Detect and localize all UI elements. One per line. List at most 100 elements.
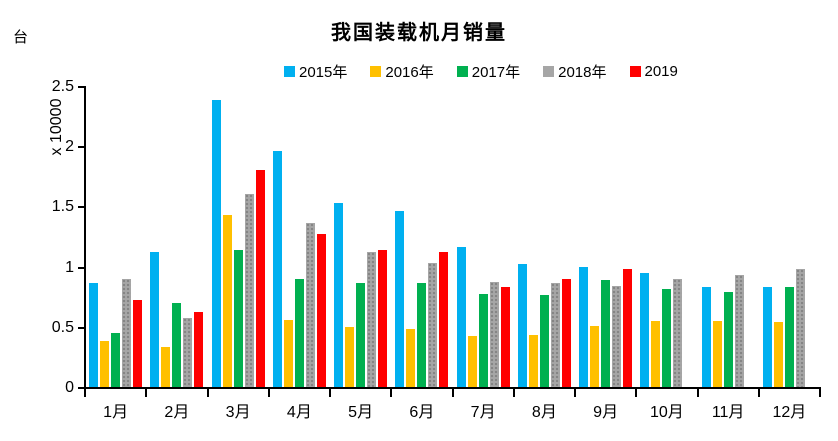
bar-2019-8月 [561,278,571,387]
bar-2015年-9月 [579,266,589,387]
x-tick [512,389,515,397]
bar-2019-2月 [194,312,204,387]
x-tick [329,389,331,397]
bar-2017年-6月 [417,283,427,387]
bar-2016年-7月 [467,336,477,387]
bar-2015年-1月 [89,283,99,387]
bar-2015年-4月 [272,151,282,387]
legend-label: 2017年 [471,64,521,81]
bar-2015年-11月 [701,287,711,387]
bar-2019-1月 [133,300,143,387]
x-tick [819,389,821,397]
y-tick-label: 2 [65,138,74,156]
bar-2019-5月 [378,249,388,387]
legend-item-2018年: 2018年 [543,61,607,82]
bar-2018年-10月 [673,278,683,387]
bar-2018年-11月 [734,275,744,387]
x-tick [451,389,454,397]
legend-label: 2018年 [558,64,607,81]
chart-title: 我国装载机月销量 [331,20,507,44]
bar-2015年-3月 [211,100,221,387]
bar-2017年-5月 [356,283,366,387]
legend-label: 2019 [644,63,678,80]
y-tick-label: 1 [65,258,74,276]
y-tick [78,326,84,329]
bar-2016年-9月 [590,325,600,387]
x-tick [206,389,209,397]
x-category-label: 3月 [225,404,251,421]
bar-2017年-10月 [662,289,672,387]
x-category-label: 9月 [593,404,619,421]
x-category-label: 5月 [348,404,374,421]
bar-2018年-5月 [367,252,377,387]
bar-2015年-8月 [517,264,527,387]
legend-item-2016年: 2016年 [370,61,434,82]
x-category-label: 7月 [470,404,496,421]
x-category-label: 8月 [531,404,557,421]
legend-marker-2019 [629,66,641,77]
bar-2017年-3月 [233,249,243,387]
bar-2017年-9月 [601,279,611,387]
y-axis-unit-label: 台 [13,29,29,46]
y-axis-line [84,86,86,389]
bar-2016年-10月 [651,320,661,387]
x-category-label: 4月 [286,404,312,421]
y-tick [78,266,84,269]
y-tick-label: 1.5 [51,198,74,216]
bar-2017年-8月 [539,295,549,387]
bar-2015年-5月 [334,202,344,387]
bar-2016年-1月 [100,341,110,387]
x-category-label: 12月 [772,404,807,421]
bar-2017年-11月 [723,291,733,387]
y-tick [78,387,84,389]
bar-2018年-12月 [795,269,805,387]
y-tick-label: 0 [65,379,74,396]
legend-marker-2016年 [370,66,382,77]
bar-2018年-1月 [122,278,132,387]
bar-2018年-9月 [612,285,622,387]
x-category-label: 2月 [164,404,190,421]
bar-2018年-4月 [305,223,315,387]
bar-2019-6月 [439,252,449,387]
legend-label: 2016年 [385,64,434,81]
bar-2016年-12月 [773,321,783,387]
y-tick [78,146,84,149]
x-tick [145,389,148,397]
x-category-label: 1月 [103,404,129,421]
y-tick-label: 2.5 [51,78,74,95]
bar-2018年-3月 [244,194,254,387]
bar-2017年-2月 [172,302,182,387]
legend-marker-2017年 [456,66,468,77]
bar-2017年-4月 [294,278,304,387]
x-category-label: 11月 [711,404,745,421]
x-tick [757,389,760,397]
x-tick [390,389,393,397]
bar-2019-9月 [623,269,633,387]
bar-2019-3月 [255,170,265,387]
x-tick [84,389,86,397]
bar-2015年-7月 [456,247,466,387]
bar-2019-7月 [500,287,510,387]
x-tick [574,389,576,397]
bar-2016年-6月 [406,329,416,387]
bar-2019-4月 [316,234,326,387]
x-axis-line [78,387,821,389]
legend-item-2015年: 2015年 [284,61,347,82]
legend-item-2019: 2019 [629,63,678,80]
bar-2018年-6月 [428,262,438,387]
bar-2018年-8月 [550,283,560,387]
bar-2015年-6月 [395,211,405,387]
bar-2016年-11月 [712,320,722,387]
bar-2016年-4月 [283,319,293,387]
bar-2015年-10月 [640,272,650,387]
bar-2018年-2月 [183,318,193,387]
x-category-label: 6月 [409,404,435,421]
x-tick [267,389,270,397]
x-category-label: 10月 [649,404,684,421]
x-tick [696,389,699,397]
legend-marker-2018年 [543,66,555,77]
bar-2018年-7月 [489,282,499,387]
bar-2015年-2月 [150,252,160,387]
